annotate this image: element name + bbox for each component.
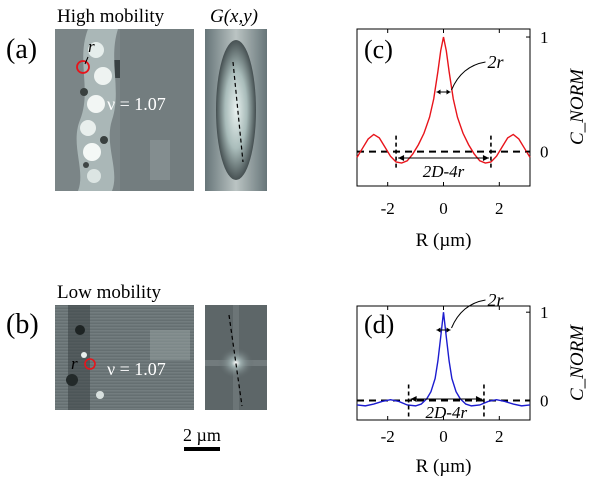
radius-circle-a [76, 60, 90, 74]
x-axis-label: R (µm) [416, 456, 472, 477]
radius-arrow-a [84, 56, 89, 65]
correlation-map-high-mobility [205, 29, 267, 191]
x-tick-label: -2 [381, 427, 395, 446]
stm-image-low-mobility [55, 305, 194, 410]
scale-bar [184, 447, 220, 451]
peak-callout-line [451, 299, 486, 329]
correlation-map-low-mobility [205, 305, 267, 410]
chart-d-panel-label: (d) [364, 310, 394, 339]
chart-c-panel-label: (c) [364, 35, 393, 64]
y-tick-label: 0 [540, 143, 549, 162]
peak-annotation: 2r [488, 52, 505, 72]
y-tick-label: 1 [540, 28, 549, 47]
correlation-curve [356, 36, 531, 164]
radius-label-a: r [88, 37, 95, 56]
y-tick-label: 1 [540, 303, 549, 322]
stm-image-high-mobility [55, 29, 194, 191]
span-annotation: 2D-4r [426, 403, 468, 422]
peak-width-arrowheads [436, 327, 451, 333]
scale-bar-label: 2 µm [183, 425, 221, 445]
filling-factor-a: ν = 1.07 [107, 94, 166, 114]
correlation-map-title: G(x,y) [210, 6, 258, 27]
low-mobility-title: Low mobility [57, 282, 161, 303]
peak-callout-line [451, 61, 486, 91]
x-tick-label: 0 [439, 199, 448, 218]
chart-d: (d) -2 0 2 1 0 R (µm) C_NORM 2D-4r 2r [356, 290, 588, 477]
radius-circle-b [84, 358, 96, 370]
x-tick-label: -2 [381, 199, 395, 218]
x-tick-label: 2 [495, 427, 504, 446]
y-axis-label: C_NORM [567, 324, 588, 401]
peak-annotation: 2r [488, 290, 505, 310]
high-mobility-title: High mobility [57, 6, 165, 27]
span-annotation: 2D-4r [423, 162, 465, 181]
x-tick-label: 2 [495, 199, 504, 218]
chart-c: (c) -2 0 2 1 0 R (µm) C_NORM 2D-4r 2r [356, 28, 588, 251]
y-axis-label: C_NORM [567, 68, 588, 145]
correlation-curve [356, 312, 531, 407]
y-tick-label: 0 [540, 392, 549, 411]
peak-width-arrowheads [436, 89, 451, 95]
x-axis-label: R (µm) [416, 230, 472, 251]
panel-a-label: (a) [6, 34, 37, 65]
filling-factor-b: ν = 1.07 [107, 359, 166, 379]
radius-label-b: r [71, 354, 78, 373]
x-tick-label: 0 [439, 427, 448, 446]
panel-b-label: (b) [6, 309, 39, 340]
